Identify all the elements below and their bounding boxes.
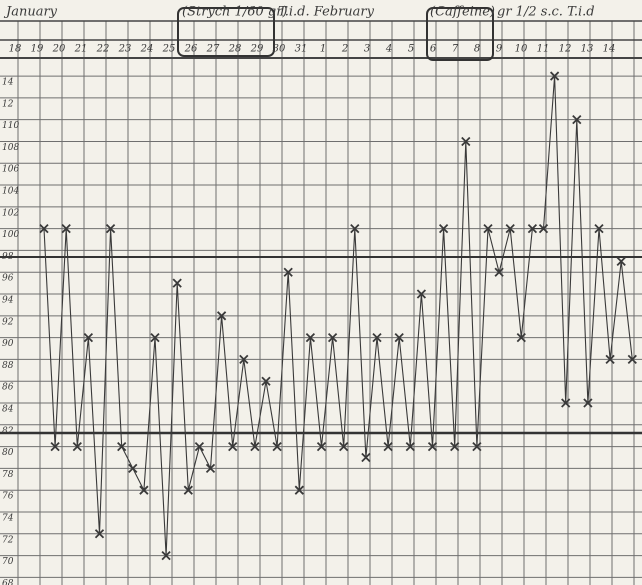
x-tick-label: 27 bbox=[206, 44, 220, 55]
x-tick-label: 23 bbox=[118, 44, 132, 55]
y-tick-label: 76 bbox=[2, 492, 14, 502]
x-tick-label: 29 bbox=[250, 44, 264, 55]
y-tick-label: 14 bbox=[2, 78, 14, 88]
x-tick-label: 11 bbox=[537, 44, 550, 55]
y-tick-label: 72 bbox=[2, 535, 14, 545]
x-tick-label: 24 bbox=[140, 44, 154, 55]
x-tick-label: 8 bbox=[474, 44, 480, 55]
x-tick-label: 18 bbox=[9, 44, 22, 55]
x-tick-label: 20 bbox=[52, 44, 66, 55]
y-tick-label: 78 bbox=[2, 470, 14, 480]
x-tick-label: 30 bbox=[273, 44, 286, 55]
annotation: gr 1/2 s.c. T.i.d bbox=[497, 5, 595, 20]
x-tick-label: 25 bbox=[162, 44, 176, 55]
x-tick-label: 21 bbox=[74, 44, 88, 55]
y-tick-label: 70 bbox=[2, 557, 14, 567]
y-tick-label: 74 bbox=[2, 513, 14, 523]
y-tick-label: 88 bbox=[2, 361, 14, 371]
x-tick-label: 2 bbox=[341, 44, 348, 55]
x-tick-label: 5 bbox=[408, 44, 414, 55]
y-tick-label: 102 bbox=[2, 208, 19, 218]
x-tick-label: 4 bbox=[385, 44, 392, 55]
y-tick-label: 108 bbox=[2, 143, 19, 153]
y-tick-label: 110 bbox=[2, 121, 19, 131]
y-tick-label: 104 bbox=[2, 187, 19, 197]
x-tick-label: 1 bbox=[320, 44, 326, 55]
x-tick-label: 13 bbox=[581, 44, 594, 55]
annotation: T.i.d. February bbox=[278, 5, 375, 20]
x-tick-label: 14 bbox=[603, 44, 616, 55]
y-tick-label: 90 bbox=[2, 339, 14, 349]
x-tick-label: 6 bbox=[430, 44, 437, 55]
x-tick-label: 22 bbox=[96, 44, 110, 55]
y-tick-label: 82 bbox=[2, 426, 14, 436]
y-tick-label: 96 bbox=[2, 274, 14, 284]
y-tick-label: 68 bbox=[2, 579, 14, 585]
y-tick-label: 84 bbox=[2, 405, 14, 415]
annotation: (Strych 1/60 gr) bbox=[182, 5, 287, 20]
x-tick-label: 31 bbox=[295, 44, 308, 55]
x-tick-label: 26 bbox=[184, 44, 198, 55]
y-tick-label: 94 bbox=[2, 296, 14, 306]
x-tick-label: 3 bbox=[364, 44, 370, 55]
y-tick-label: 80 bbox=[2, 448, 14, 458]
chart: January (Strych 1/60 gr) T.i.d. February… bbox=[0, 0, 642, 585]
x-tick-label: 19 bbox=[31, 44, 44, 55]
y-tick-label: 106 bbox=[2, 165, 19, 175]
x-tick-label: 7 bbox=[452, 44, 459, 55]
y-tick-label: 12 bbox=[2, 99, 14, 109]
y-tick-label: 100 bbox=[2, 230, 19, 240]
y-tick-label: 86 bbox=[2, 383, 14, 393]
annotation: (Caffeine) bbox=[430, 5, 495, 20]
y-tick-label: 92 bbox=[2, 317, 14, 327]
x-tick-label: 9 bbox=[496, 44, 503, 55]
annotation: January bbox=[3, 5, 58, 20]
x-tick-label: 12 bbox=[559, 44, 572, 55]
x-tick-label: 10 bbox=[515, 44, 528, 55]
y-tick-label: 98 bbox=[2, 252, 14, 262]
x-tick-label: 28 bbox=[228, 44, 242, 55]
